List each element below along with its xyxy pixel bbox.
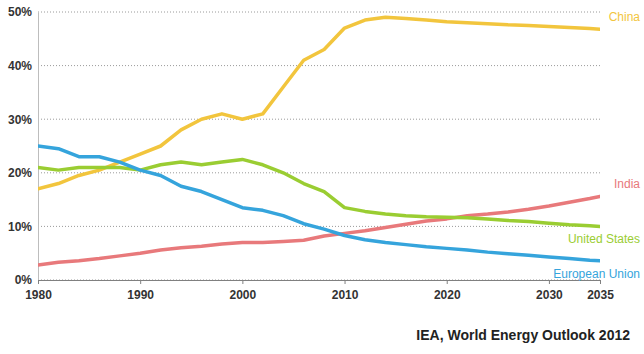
x-tick-label: 2030	[536, 288, 563, 302]
x-tick-label: 2010	[332, 288, 359, 302]
series-line	[38, 146, 600, 261]
x-axis: 1980 1990 2000 2010 2020 2030 2035	[25, 280, 614, 302]
x-tick: 1980	[25, 280, 52, 302]
grid	[38, 12, 600, 280]
series-line	[38, 159, 600, 226]
x-tick: 1990	[127, 280, 154, 302]
x-tick: 2030	[536, 280, 563, 302]
grid-line	[38, 119, 600, 120]
x-tick-mark	[140, 280, 141, 284]
x-tick-label: 1990	[127, 288, 154, 302]
y-tick: 40%	[8, 59, 38, 73]
x-tick-label: 2020	[434, 288, 461, 302]
x-tick: 2020	[434, 280, 461, 302]
chart: 0% 10% 20% 30% 40% 50% 1980 1990 2000 2010 2020 203…	[0, 0, 644, 354]
y-tick: 30%	[8, 113, 38, 127]
y-tick-label: 30%	[8, 113, 32, 127]
x-tick-mark	[345, 280, 346, 284]
x-tick-label: 2035	[587, 288, 614, 302]
series-label: European Union	[553, 267, 640, 281]
series-labels: China India United States European Union	[553, 10, 640, 281]
grid-line	[38, 172, 600, 173]
x-tick-mark	[38, 280, 39, 284]
series-label: United States	[568, 232, 640, 246]
x-axis-line	[39, 281, 601, 285]
plot: 0% 10% 20% 30% 40% 50% 1980 1990 2000 2010 2020 203…	[8, 5, 640, 301]
y-tick-label: 50%	[8, 5, 32, 19]
x-tick-mark	[549, 280, 550, 284]
x-tick-label: 2000	[230, 288, 257, 302]
x-tick-mark	[447, 280, 448, 284]
y-tick-label: 10%	[8, 220, 32, 234]
y-tick-label: 0%	[15, 273, 33, 287]
y-tick-label: 20%	[8, 166, 32, 180]
grid-line	[38, 12, 600, 13]
x-tick-label: 1980	[25, 288, 52, 302]
y-tick: 10%	[8, 220, 38, 234]
y-tick: 50%	[8, 5, 38, 19]
y-tick: 0%	[15, 273, 38, 287]
series-label: India	[614, 177, 640, 191]
y-tick-label: 40%	[8, 59, 32, 73]
grid-line	[38, 65, 600, 66]
y-axis: 0% 10% 20% 30% 40% 50%	[8, 5, 39, 287]
x-tick: 2035	[587, 280, 614, 302]
lines	[38, 17, 600, 265]
x-tick-mark	[242, 280, 243, 284]
x-tick: 2010	[332, 280, 359, 302]
series-label: China	[609, 10, 641, 24]
y-tick: 20%	[8, 166, 38, 180]
source-note: IEA, World Energy Outlook 2012	[416, 327, 630, 343]
x-tick: 2000	[230, 280, 257, 302]
